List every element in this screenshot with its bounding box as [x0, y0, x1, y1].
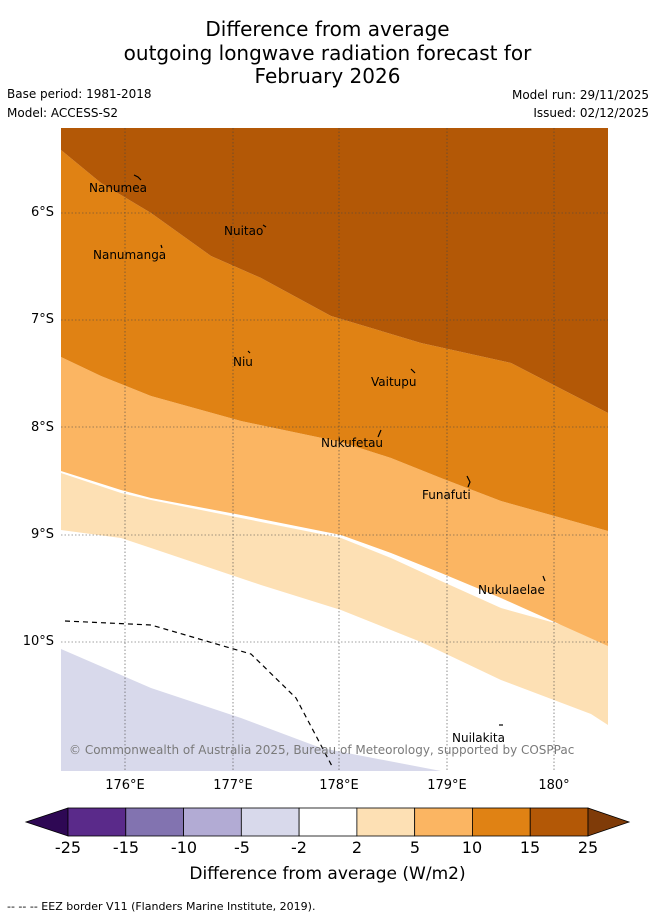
island-funafuti: [466, 475, 471, 488]
colorbar-tick-label: 15: [519, 838, 541, 857]
lat-label-8s: 8°S: [30, 420, 54, 435]
island-niu: [247, 350, 251, 354]
colorbar-segment: [414, 807, 473, 837]
colorbar-tick-label: 10: [461, 838, 483, 857]
lon-label-180: 180°: [538, 778, 570, 793]
lat-label-9s: 9°S: [30, 527, 54, 542]
island-nukulaelae: [542, 575, 546, 582]
colorbar-arrow-low: [24, 807, 69, 837]
title-line-1: Difference from average: [205, 17, 450, 41]
model-run: Model run: 29/11/2025: [511, 88, 649, 102]
lon-label-178e: 178°E: [319, 778, 359, 793]
lon-label-179e: 179°E: [427, 778, 467, 793]
colorbar-title: Difference from average (W/m2): [189, 864, 466, 884]
island-nanumanga: [160, 244, 163, 249]
place-label-vaitupu: Vaitupu: [371, 375, 417, 389]
band-negative-2-5: [61, 649, 441, 771]
island-nuitao: [262, 224, 267, 228]
title-line-3: February 2026: [254, 64, 401, 88]
place-label-nukulaelae: Nukulaelae: [478, 583, 545, 597]
lon-label-177e: 177°E: [213, 778, 253, 793]
colorbar-arrow-high: [587, 807, 631, 837]
place-label-nuitao: Nuitao: [224, 224, 264, 238]
title-line-2: outgoing longwave radiation forecast for: [123, 41, 532, 65]
colorbar-tick-label: -25: [54, 838, 82, 857]
colorbar-tick-label: 5: [409, 838, 421, 857]
place-label-niu: Niu: [233, 355, 253, 369]
band-15-25: [61, 128, 608, 413]
place-label-nuilakita: Nuilakita: [452, 731, 505, 745]
island-nukufetau: [377, 429, 382, 438]
longitude-gridlines: [124, 128, 555, 771]
colorbar-tick-label: -5: [234, 838, 250, 857]
island-shapes: [133, 174, 546, 726]
place-label-nanumea: Nanumea: [89, 181, 147, 195]
colorbar-tick-label: -10: [170, 838, 198, 857]
island-vaitupu: [410, 368, 416, 374]
lat-label-7s: 7°S: [30, 312, 54, 327]
colorbar-segment: [472, 807, 531, 837]
colorbar-tick-label: 2: [351, 838, 363, 857]
colorbar-segment: [356, 807, 416, 837]
colorbar-tick-label: 25: [577, 838, 599, 857]
copyright-notice: © Commonwealth of Australia 2025, Bureau…: [69, 743, 575, 757]
island-nanumea: [133, 174, 142, 181]
place-label-funafuti: Funafuti: [422, 488, 471, 502]
footer-eez-note: -- -- -- EEZ border V11 (Flanders Marine…: [7, 900, 316, 913]
lat-label-6s: 6°S: [30, 205, 54, 220]
colorbar: [24, 807, 631, 837]
latitude-gridlines: [61, 212, 608, 643]
colorbar-segment: [298, 807, 358, 837]
colorbar-segment: [529, 807, 589, 837]
lat-label-10s: 10°S: [22, 634, 54, 649]
colorbar-tick-label: -2: [291, 838, 307, 857]
band-2-5: [61, 473, 608, 725]
model-name: Model: ACCESS-S2: [7, 106, 119, 120]
place-label-nanumanga: Nanumanga: [93, 248, 167, 262]
place-label-nukufetau: Nukufetau: [321, 436, 384, 450]
colorbar-segment: [183, 807, 242, 837]
colorbar-tick-label: -15: [112, 838, 140, 857]
colorbar-segment: [125, 807, 184, 837]
forecast-map: [61, 128, 608, 771]
eez-border: [64, 620, 334, 769]
band-10-15: [61, 150, 608, 531]
base-period: Base period: 1981-2018: [7, 87, 152, 101]
colorbar-segment: [67, 807, 127, 837]
lon-label-176e: 176°E: [105, 778, 145, 793]
issued-date: Issued: 02/12/2025: [533, 106, 649, 120]
colorbar-segment: [240, 807, 300, 837]
band-5-10: [61, 357, 608, 646]
